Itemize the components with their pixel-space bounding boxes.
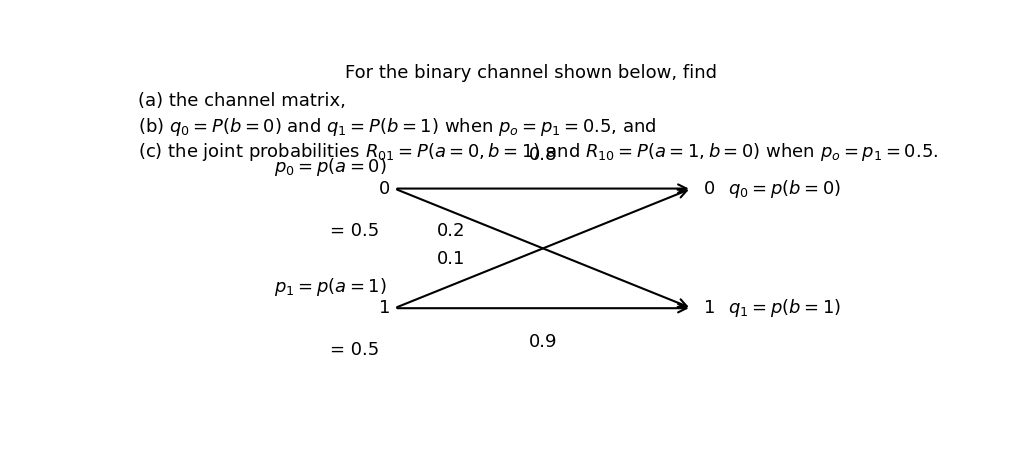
Text: $p_0 = p(a = 0)$: $p_0 = p(a = 0)$ [274,156,386,178]
Text: 0.2: 0.2 [436,222,465,240]
Text: 0.1: 0.1 [436,250,465,268]
Text: 0: 0 [379,180,391,197]
Text: For the binary channel shown below, find: For the binary channel shown below, find [345,64,717,82]
Text: 0.9: 0.9 [528,333,557,351]
Text: (c) the joint probabilities $R_{01} = P(a{=}0, b{=}1)$ and $R_{10} = P(a{=}1, b{: (c) the joint probabilities $R_{01} = P(… [138,141,938,163]
Text: = 0.5: = 0.5 [330,222,379,240]
Text: (b) $q_0 = P(b = 0)$ and $q_1 = P(b = 1)$ when $p_o = p_1 = 0.5$, and: (b) $q_0 = P(b = 0)$ and $q_1 = P(b = 1)… [138,117,656,138]
Text: $q_1 = p(b = 1)$: $q_1 = p(b = 1)$ [727,297,840,319]
Text: 0.8: 0.8 [528,146,557,164]
Text: $q_0 = p(b = 0)$: $q_0 = p(b = 0)$ [727,178,840,200]
Text: = 0.5: = 0.5 [330,341,379,359]
Text: (a) the channel matrix,: (a) the channel matrix, [138,92,345,110]
Text: $p_1 = p(a = 1)$: $p_1 = p(a = 1)$ [274,276,386,298]
Text: 0: 0 [703,180,715,197]
Text: 1: 1 [703,299,715,317]
Text: 1: 1 [379,299,391,317]
